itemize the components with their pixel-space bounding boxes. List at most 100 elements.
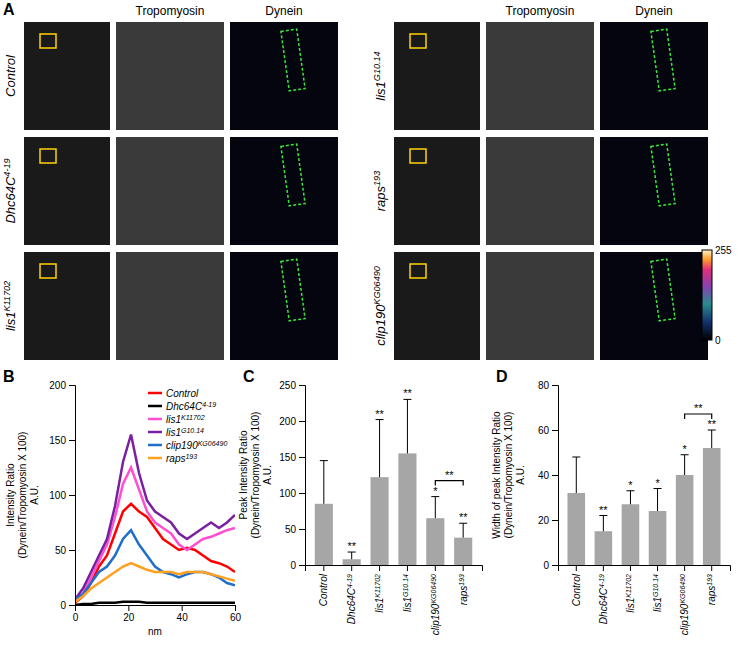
y-axis-title: Intensity Ratio [5, 463, 16, 527]
channel-header: Dynein [265, 4, 302, 18]
significance: ** [403, 387, 412, 399]
genotype-name: Dhc64C [346, 587, 357, 624]
tick-mark [69, 550, 75, 551]
tick-label: 100 [279, 488, 296, 499]
plot-area [567, 430, 720, 565]
tick-label: Control [318, 573, 329, 606]
dynein-image [600, 137, 708, 245]
tick-label: 60 [230, 612, 242, 623]
genotype-allele: KG06490 [679, 574, 686, 604]
tick-label: raps193 [457, 574, 469, 605]
axis-line [552, 386, 559, 566]
tick-label: lis1K11702 [624, 574, 636, 613]
tick-mark [299, 529, 305, 530]
tick-mark [552, 520, 558, 521]
plot-area [75, 435, 235, 606]
genotype-name: raps [458, 586, 469, 605]
legend-swatch [148, 431, 162, 434]
error-bar [708, 430, 716, 448]
tropomyosin-image [486, 252, 594, 360]
tick-label: 20 [538, 515, 550, 526]
bar [622, 504, 640, 565]
legend-entry: clip190KG06490 [166, 439, 227, 451]
x-axis-title: nm [148, 626, 162, 637]
legend: ControlDhc64C4-19lis1K11702lis1G10.14cli… [148, 388, 227, 464]
roi-outline [651, 144, 675, 206]
figure: ATropomyosinDyneinControlDhc64C4-19lis1K… [0, 0, 738, 663]
tropomyosin-image [116, 137, 224, 245]
legend-swatch [148, 418, 162, 421]
tick-label: 40 [177, 612, 189, 623]
genotype-allele: K11702 [2, 281, 12, 312]
tick-label: 200 [49, 380, 66, 391]
error-bar [376, 420, 384, 478]
overview-image [394, 137, 480, 245]
genotype-name: raps [706, 586, 717, 605]
tick: 40 [538, 470, 558, 481]
row-label: Dhc64C4-19 [2, 158, 18, 223]
tropomyosin-image [116, 252, 224, 360]
y-axis-title: Width of peak Intensity Ratio [491, 411, 502, 539]
inset-box [40, 34, 56, 48]
legend-entry: Control [166, 388, 199, 399]
tick-mark [351, 565, 352, 571]
tick-label: clip190KG06490 [679, 574, 691, 635]
overview-image [24, 137, 110, 245]
genotype-name: lis1 [166, 414, 181, 425]
tick-label: 200 [279, 416, 296, 427]
tick-label: 250 [279, 380, 296, 391]
genotype-allele: 4-19 [2, 158, 12, 176]
tick-mark [299, 493, 305, 494]
legend-swatch [148, 405, 162, 408]
legend-entry: Dhc64C4-19 [166, 400, 216, 412]
x-axis: 0204060 [73, 605, 242, 623]
tick-label: 150 [279, 452, 296, 463]
genotype-allele: K11702 [374, 574, 381, 598]
tick-mark [407, 565, 408, 571]
genotype-name: Dhc64C [166, 401, 203, 412]
panel-label: C [243, 368, 255, 385]
tick: Control [571, 565, 582, 606]
legend-swatch [148, 392, 162, 395]
tick-mark [435, 565, 436, 571]
significance: ** [707, 418, 716, 430]
bar [398, 453, 416, 565]
overview-image [394, 22, 480, 130]
tick: 60 [230, 605, 242, 623]
tick: 20 [538, 515, 558, 526]
tick-mark [182, 605, 183, 611]
tick-label: 0 [60, 600, 66, 611]
tick-mark [657, 565, 658, 571]
tick: raps193 [457, 565, 469, 605]
error-bar [572, 457, 580, 493]
genotype-allele: 193 [372, 171, 382, 186]
comparison-label: ** [694, 402, 703, 414]
row-label: lis1G10.14 [372, 51, 388, 100]
significance: ** [459, 511, 468, 523]
error-bar [320, 461, 328, 504]
comparison-bracket [435, 481, 463, 486]
genotype-allele: G10.14 [652, 574, 659, 597]
inset-box [410, 34, 426, 48]
error-bar [431, 497, 439, 519]
row-label: raps193 [372, 171, 388, 211]
row-label: clip190KG06490 [372, 266, 388, 346]
genotype-allele: 4-19 [346, 574, 353, 588]
tick-mark [128, 605, 129, 611]
tick: 40 [177, 605, 189, 623]
tick-mark [552, 385, 558, 386]
tick-mark [323, 565, 324, 571]
tick: Control [318, 565, 329, 606]
tick-mark [711, 565, 712, 571]
significance: * [628, 479, 633, 491]
legend-entry: lis1K11702 [166, 413, 205, 425]
legend-entry: raps193 [166, 452, 197, 464]
channel-header: Dynein [635, 4, 672, 18]
genotype-name: lis1 [652, 597, 663, 612]
plot-area [315, 399, 472, 565]
tick-label: 0 [290, 560, 296, 571]
dynein-image [230, 252, 338, 360]
y-axis: 020406080 [538, 380, 559, 571]
axis-line [299, 386, 306, 566]
genotype-name: clip190 [166, 440, 198, 451]
